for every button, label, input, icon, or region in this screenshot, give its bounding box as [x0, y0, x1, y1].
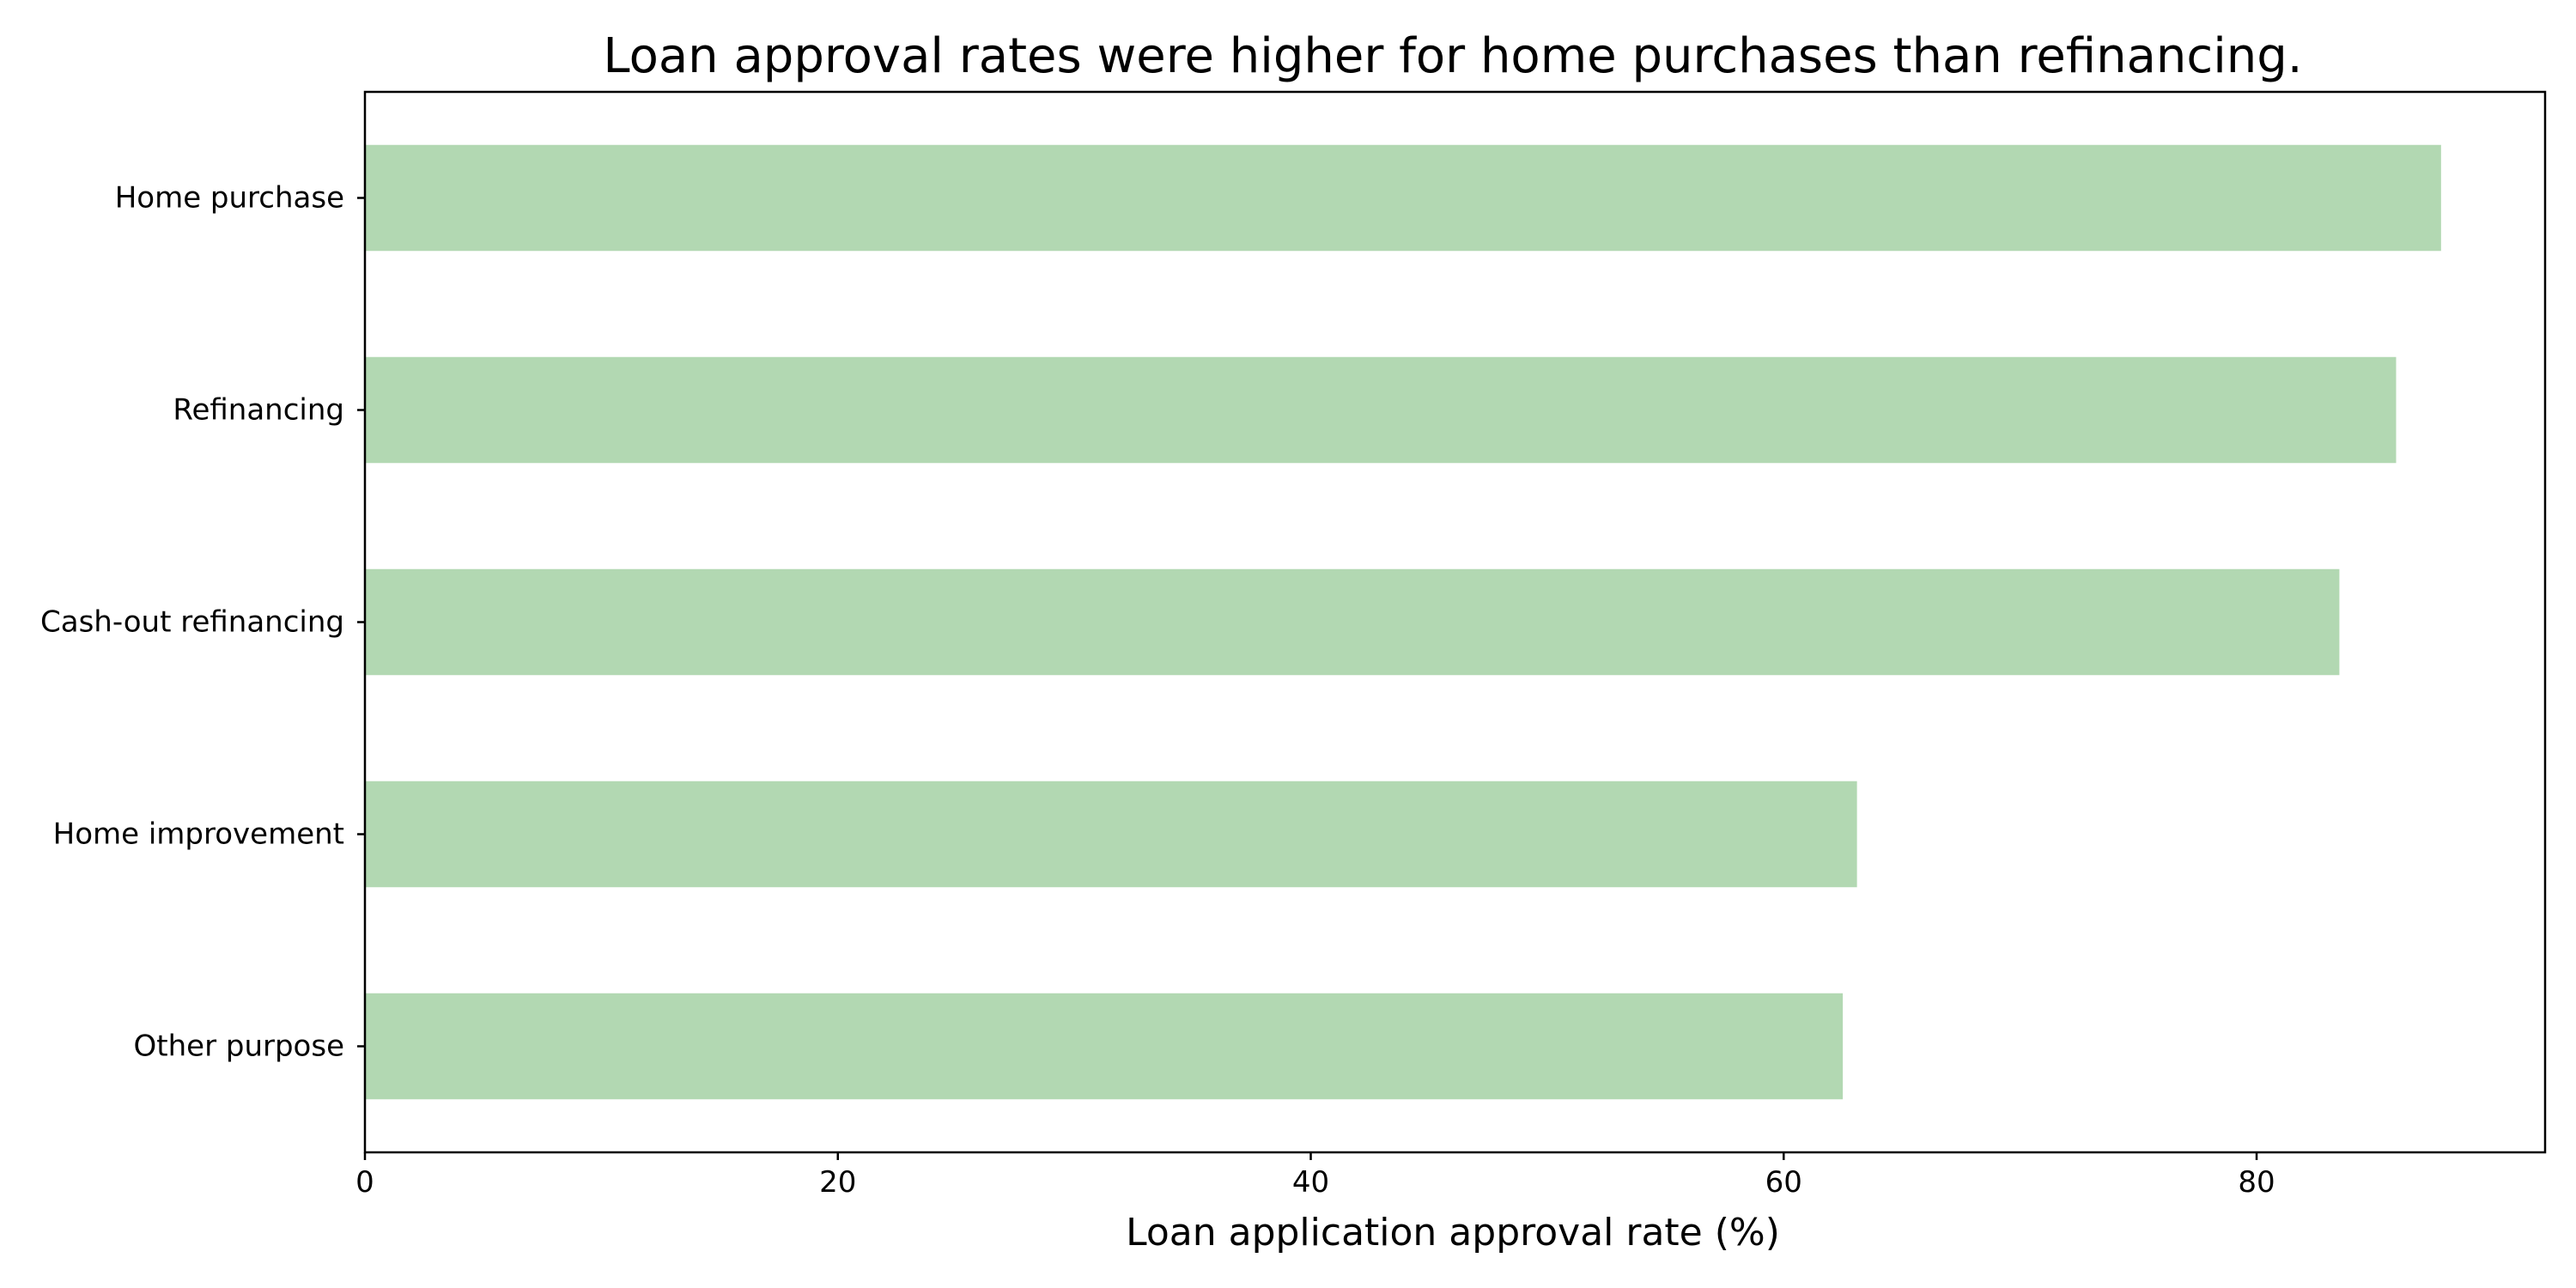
- y-tick-label-home-purchase: Home purchase: [115, 181, 344, 216]
- plot-area-frame: [363, 90, 2547, 1154]
- y-tick-label-refinancing: Refinancing: [173, 393, 344, 428]
- y-tick-label-home-improvement: Home improvement: [53, 817, 344, 852]
- x-axis-label: Loan application approval rate (%): [1126, 1211, 1780, 1255]
- x-tick-label-40: 40: [1292, 1165, 1329, 1200]
- x-tick-label-80: 80: [2238, 1165, 2275, 1200]
- bar-cash-out-refinancing: [365, 568, 2340, 676]
- chart-title: Loan approval rates were higher for home…: [603, 28, 2302, 84]
- bar-refinancing: [365, 356, 2397, 464]
- y-tick-label-other-purpose: Other purpose: [134, 1030, 344, 1064]
- x-tick-label-0: 0: [355, 1165, 374, 1200]
- bar-home-improvement: [365, 781, 1857, 888]
- axes-layer: Home purchase Refinancing Cash-out refinan…: [40, 181, 2275, 1200]
- bar-home-purchase: [365, 144, 2441, 252]
- x-tick-label-60: 60: [1765, 1165, 1802, 1200]
- y-tick-label-cash-out-refinancing: Cash-out refinancing: [40, 605, 344, 640]
- bars-layer: [365, 144, 2441, 1100]
- bar-other-purpose: [365, 993, 1844, 1100]
- x-tick-label-20: 20: [819, 1165, 856, 1200]
